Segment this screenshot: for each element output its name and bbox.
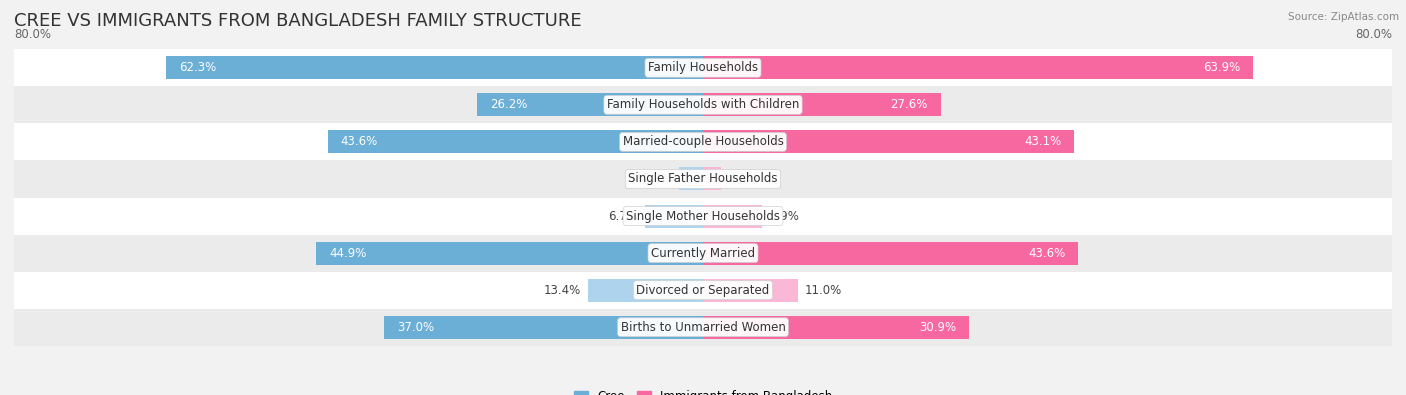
- Bar: [166, 56, 703, 79]
- Text: 44.9%: 44.9%: [329, 246, 367, 260]
- Bar: [14, 87, 1392, 123]
- Text: 26.2%: 26.2%: [491, 98, 527, 111]
- Text: 62.3%: 62.3%: [180, 61, 217, 74]
- Text: 80.0%: 80.0%: [14, 28, 51, 41]
- Bar: [703, 130, 1074, 153]
- Bar: [703, 278, 797, 302]
- Bar: [588, 278, 703, 302]
- Bar: [703, 93, 941, 117]
- Text: Family Households with Children: Family Households with Children: [607, 98, 799, 111]
- Text: Married-couple Households: Married-couple Households: [623, 135, 783, 149]
- Bar: [328, 130, 703, 153]
- Text: 6.7%: 6.7%: [609, 209, 638, 222]
- Bar: [14, 235, 1392, 272]
- Text: 43.1%: 43.1%: [1024, 135, 1062, 149]
- Text: 43.6%: 43.6%: [340, 135, 378, 149]
- Text: 63.9%: 63.9%: [1204, 61, 1240, 74]
- Text: 2.1%: 2.1%: [728, 173, 758, 186]
- Text: 13.4%: 13.4%: [544, 284, 581, 297]
- Text: Source: ZipAtlas.com: Source: ZipAtlas.com: [1288, 12, 1399, 22]
- Text: Single Mother Households: Single Mother Households: [626, 209, 780, 222]
- Text: Family Households: Family Households: [648, 61, 758, 74]
- Bar: [14, 160, 1392, 198]
- Text: Currently Married: Currently Married: [651, 246, 755, 260]
- Text: 37.0%: 37.0%: [398, 321, 434, 334]
- Bar: [316, 242, 703, 265]
- Text: 11.0%: 11.0%: [804, 284, 842, 297]
- Bar: [645, 205, 703, 228]
- Bar: [14, 49, 1392, 87]
- Text: 80.0%: 80.0%: [1355, 28, 1392, 41]
- Text: Single Father Households: Single Father Households: [628, 173, 778, 186]
- Legend: Cree, Immigrants from Bangladesh: Cree, Immigrants from Bangladesh: [569, 385, 837, 395]
- Bar: [703, 242, 1078, 265]
- Bar: [14, 308, 1392, 346]
- Text: Divorced or Separated: Divorced or Separated: [637, 284, 769, 297]
- Bar: [384, 316, 703, 339]
- Bar: [703, 56, 1253, 79]
- Bar: [679, 167, 703, 190]
- Bar: [14, 272, 1392, 308]
- Bar: [703, 316, 969, 339]
- Text: 30.9%: 30.9%: [920, 321, 956, 334]
- Text: 27.6%: 27.6%: [890, 98, 928, 111]
- Bar: [14, 123, 1392, 160]
- Text: 2.8%: 2.8%: [643, 173, 672, 186]
- Bar: [478, 93, 703, 117]
- Text: 43.6%: 43.6%: [1028, 246, 1066, 260]
- Text: CREE VS IMMIGRANTS FROM BANGLADESH FAMILY STRUCTURE: CREE VS IMMIGRANTS FROM BANGLADESH FAMIL…: [14, 12, 582, 30]
- Bar: [14, 198, 1392, 235]
- Bar: [703, 205, 762, 228]
- Text: 6.9%: 6.9%: [769, 209, 799, 222]
- Bar: [703, 167, 721, 190]
- Text: Births to Unmarried Women: Births to Unmarried Women: [620, 321, 786, 334]
